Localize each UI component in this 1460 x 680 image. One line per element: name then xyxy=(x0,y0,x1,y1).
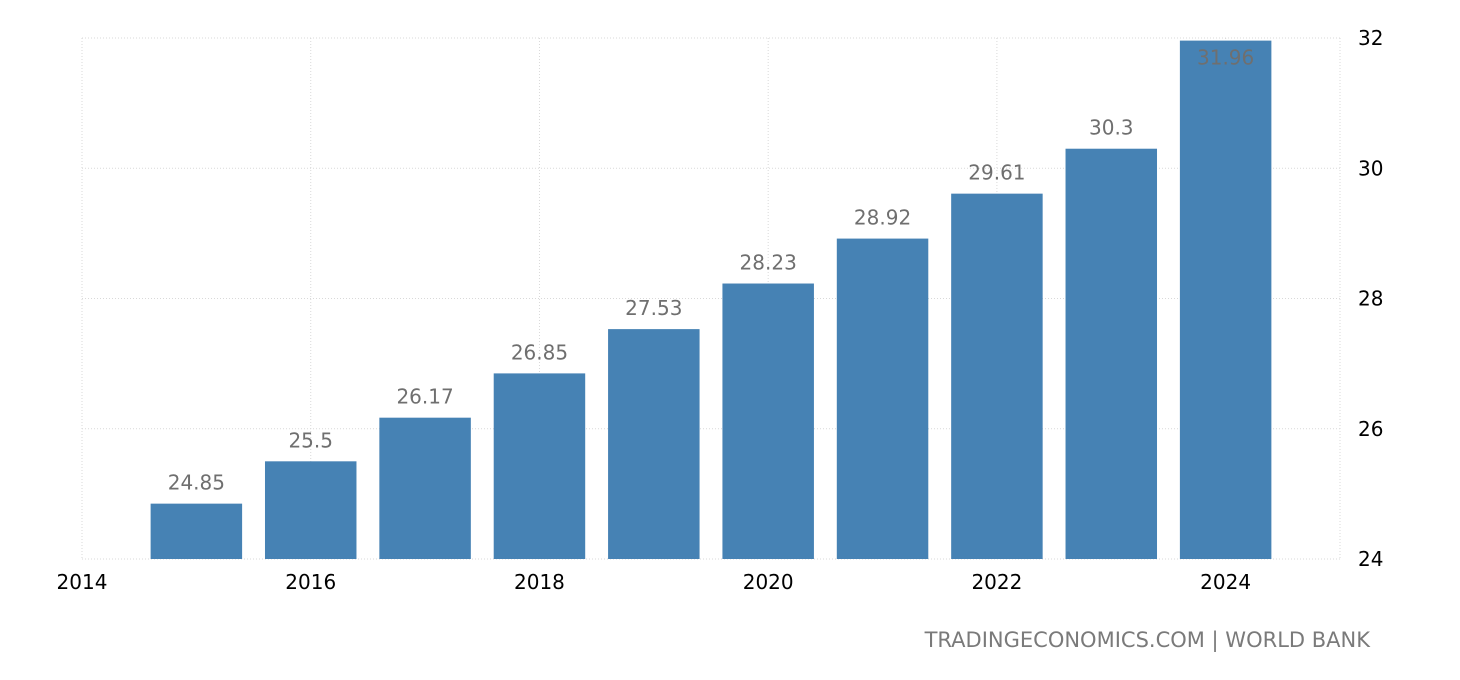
bar-value-label: 26.85 xyxy=(511,340,568,364)
x-tick-label: 2014 xyxy=(57,570,108,594)
x-tick-label: 2016 xyxy=(285,570,336,594)
bar-2024 xyxy=(1179,40,1272,560)
bar-2020 xyxy=(722,283,814,559)
data-labels: 24.85 25.5 26.17 26.85 27.53 28.23 28.92 29.61 3… xyxy=(168,46,1255,495)
bar-2016 xyxy=(264,461,357,559)
bar-2022 xyxy=(951,193,1043,559)
bar-value-label: 25.5 xyxy=(288,428,333,452)
bar-value-label: 26.17 xyxy=(396,385,453,409)
x-tick-label: 2024 xyxy=(1200,570,1251,594)
bar-2021 xyxy=(836,238,929,559)
bar-2018 xyxy=(493,373,586,559)
bar-2019 xyxy=(608,329,700,559)
bar-value-label: 29.61 xyxy=(968,161,1025,185)
bars xyxy=(150,40,1272,560)
bar-value-label: 24.85 xyxy=(168,471,225,495)
bar-2023 xyxy=(1065,148,1158,559)
y-tick-label: 30 xyxy=(1358,156,1383,180)
y-tick-label: 32 xyxy=(1358,26,1383,50)
bar-2017 xyxy=(379,417,471,559)
y-axis-ticks: 24 26 28 30 32 xyxy=(1358,26,1383,571)
bar-value-label: 30.3 xyxy=(1089,116,1134,140)
x-tick-label: 2018 xyxy=(514,570,565,594)
bar-value-label: 28.92 xyxy=(854,206,911,230)
x-tick-label: 2022 xyxy=(971,570,1022,594)
source-attribution: TRADINGECONOMICS.COM | WORLD BANK xyxy=(924,628,1370,652)
y-tick-label: 24 xyxy=(1358,547,1383,571)
y-tick-label: 28 xyxy=(1358,287,1383,311)
bar-value-label: 28.23 xyxy=(740,251,797,275)
x-tick-label: 2020 xyxy=(743,570,794,594)
bar-value-label: 27.53 xyxy=(625,296,682,320)
bar-2015 xyxy=(150,503,243,559)
bar-value-label: 31.96 xyxy=(1197,46,1254,70)
x-axis-ticks: 2014 2016 2018 2020 2022 2024 xyxy=(57,570,1252,594)
y-tick-label: 26 xyxy=(1358,417,1383,441)
